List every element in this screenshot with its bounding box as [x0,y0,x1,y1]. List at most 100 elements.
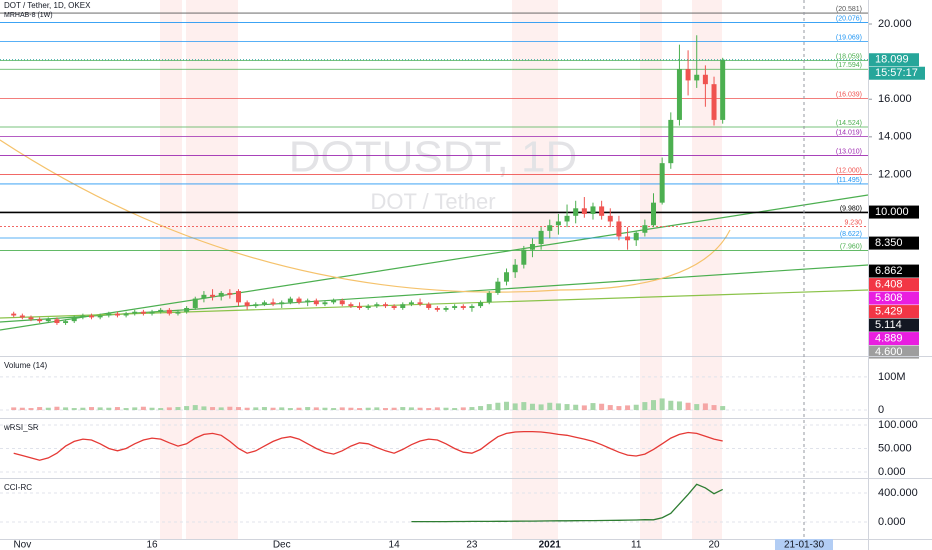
volume-bar [486,404,492,411]
candle-body [659,163,665,203]
candle-body [227,292,233,295]
volume-bar [452,408,458,411]
volume-bar [685,402,691,411]
level-label: (19.069) [836,34,862,41]
candle-body [11,313,17,316]
band [692,0,722,540]
volume-bar [192,405,198,411]
candle-body [19,315,25,318]
volume-bar [348,407,354,411]
candle-body [720,59,726,120]
candle-body [348,304,354,307]
candle-body [331,300,337,303]
volume-bar [54,406,60,411]
volume-bar [478,406,484,411]
level-label: (13.010) [836,148,862,155]
y-tick-label: 20.000 [878,18,912,30]
price-label: 4.889 [875,332,903,344]
candle-body [607,215,613,222]
candle-body [261,302,267,305]
level-label: (18.059) [836,53,862,60]
price-label: 10.000 [875,206,909,218]
candle-body [668,119,674,164]
y-tick-label: 400.000 [878,487,918,499]
crosshair-label: 21-01-30 [784,540,824,550]
level-label: (14.019) [836,129,862,136]
candle-body [469,306,475,308]
candle-body [512,264,518,273]
candle-body [590,206,596,214]
volume-bar [616,406,622,411]
volume-bar [357,408,363,411]
candle-body [97,315,103,318]
candle-body [80,315,86,318]
band [512,0,558,540]
trendline [0,139,731,293]
volume-bar [711,405,717,411]
price-badge [869,205,919,219]
candle-body [235,291,241,303]
volume-bar [668,400,674,411]
candle-body [253,304,259,307]
candle-body [547,225,553,231]
volume-bar [607,405,613,411]
y-tick-label: 0.000 [878,466,906,478]
session-bands [160,0,722,540]
candle-body [192,298,198,308]
candle-body [616,221,622,237]
volume-bar [166,407,172,411]
volume-bar [547,402,553,411]
volume-bar [106,407,112,411]
level-label: (8.622) [840,231,862,238]
candle-body [287,298,293,303]
price-badge [869,332,919,346]
y-tick-label: 14.000 [878,131,912,143]
candle-body [89,315,95,318]
volume-bar [365,407,371,411]
volume-bar [97,407,103,411]
x-tick-label: Dec [273,540,291,550]
x-tick-label: 2021 [539,540,562,550]
price-label: 4.600 [875,346,903,358]
candle-body [166,309,172,314]
candle-body [149,311,155,314]
candle-body [676,69,682,120]
candle-body [54,319,60,324]
level-label: (7.960) [840,243,862,250]
volume-bar [590,403,596,411]
price-label: 18.099 [875,54,909,66]
candle-body [426,304,432,308]
volume-bar [642,402,648,411]
price-label: 6.408 [875,278,903,290]
candle-body [365,306,371,308]
volume-bar [28,408,34,411]
volume-bar [218,407,224,411]
indicator-title: MRHAB-8 (1W) [4,12,53,19]
candle-body [391,306,397,308]
volume-bar [504,401,510,411]
pane-title: wRSI_SR [3,423,39,432]
x-tick-label: 23 [466,540,478,550]
price-label: 5.114 [875,319,902,331]
candle-body [382,304,388,307]
volume-bar [339,407,345,411]
volume-bar [279,407,285,411]
volume-bar [512,403,518,411]
volume-bar [529,403,535,411]
candle-body [218,292,224,297]
candle-body [244,302,250,307]
volume-bar [469,407,475,411]
x-tick-label: 11 [631,540,642,550]
indicator-line [13,430,723,461]
candle-body [538,230,544,245]
volume-bar [408,407,414,411]
y-tick-label: 0.000 [878,516,906,528]
price-pane: (20.581) (20.076) (19.069) (18.059) (17.594)… [0,6,925,359]
volume-bar [313,407,319,411]
indicator-panes: Volume (14) 100M 0 wRSI_SR 100.000 50.000 0.00… [0,361,918,528]
level-label: (9.980) [840,205,862,212]
y-tick-label: 50.000 [878,442,912,454]
pane-title: Volume (14) [4,361,47,370]
